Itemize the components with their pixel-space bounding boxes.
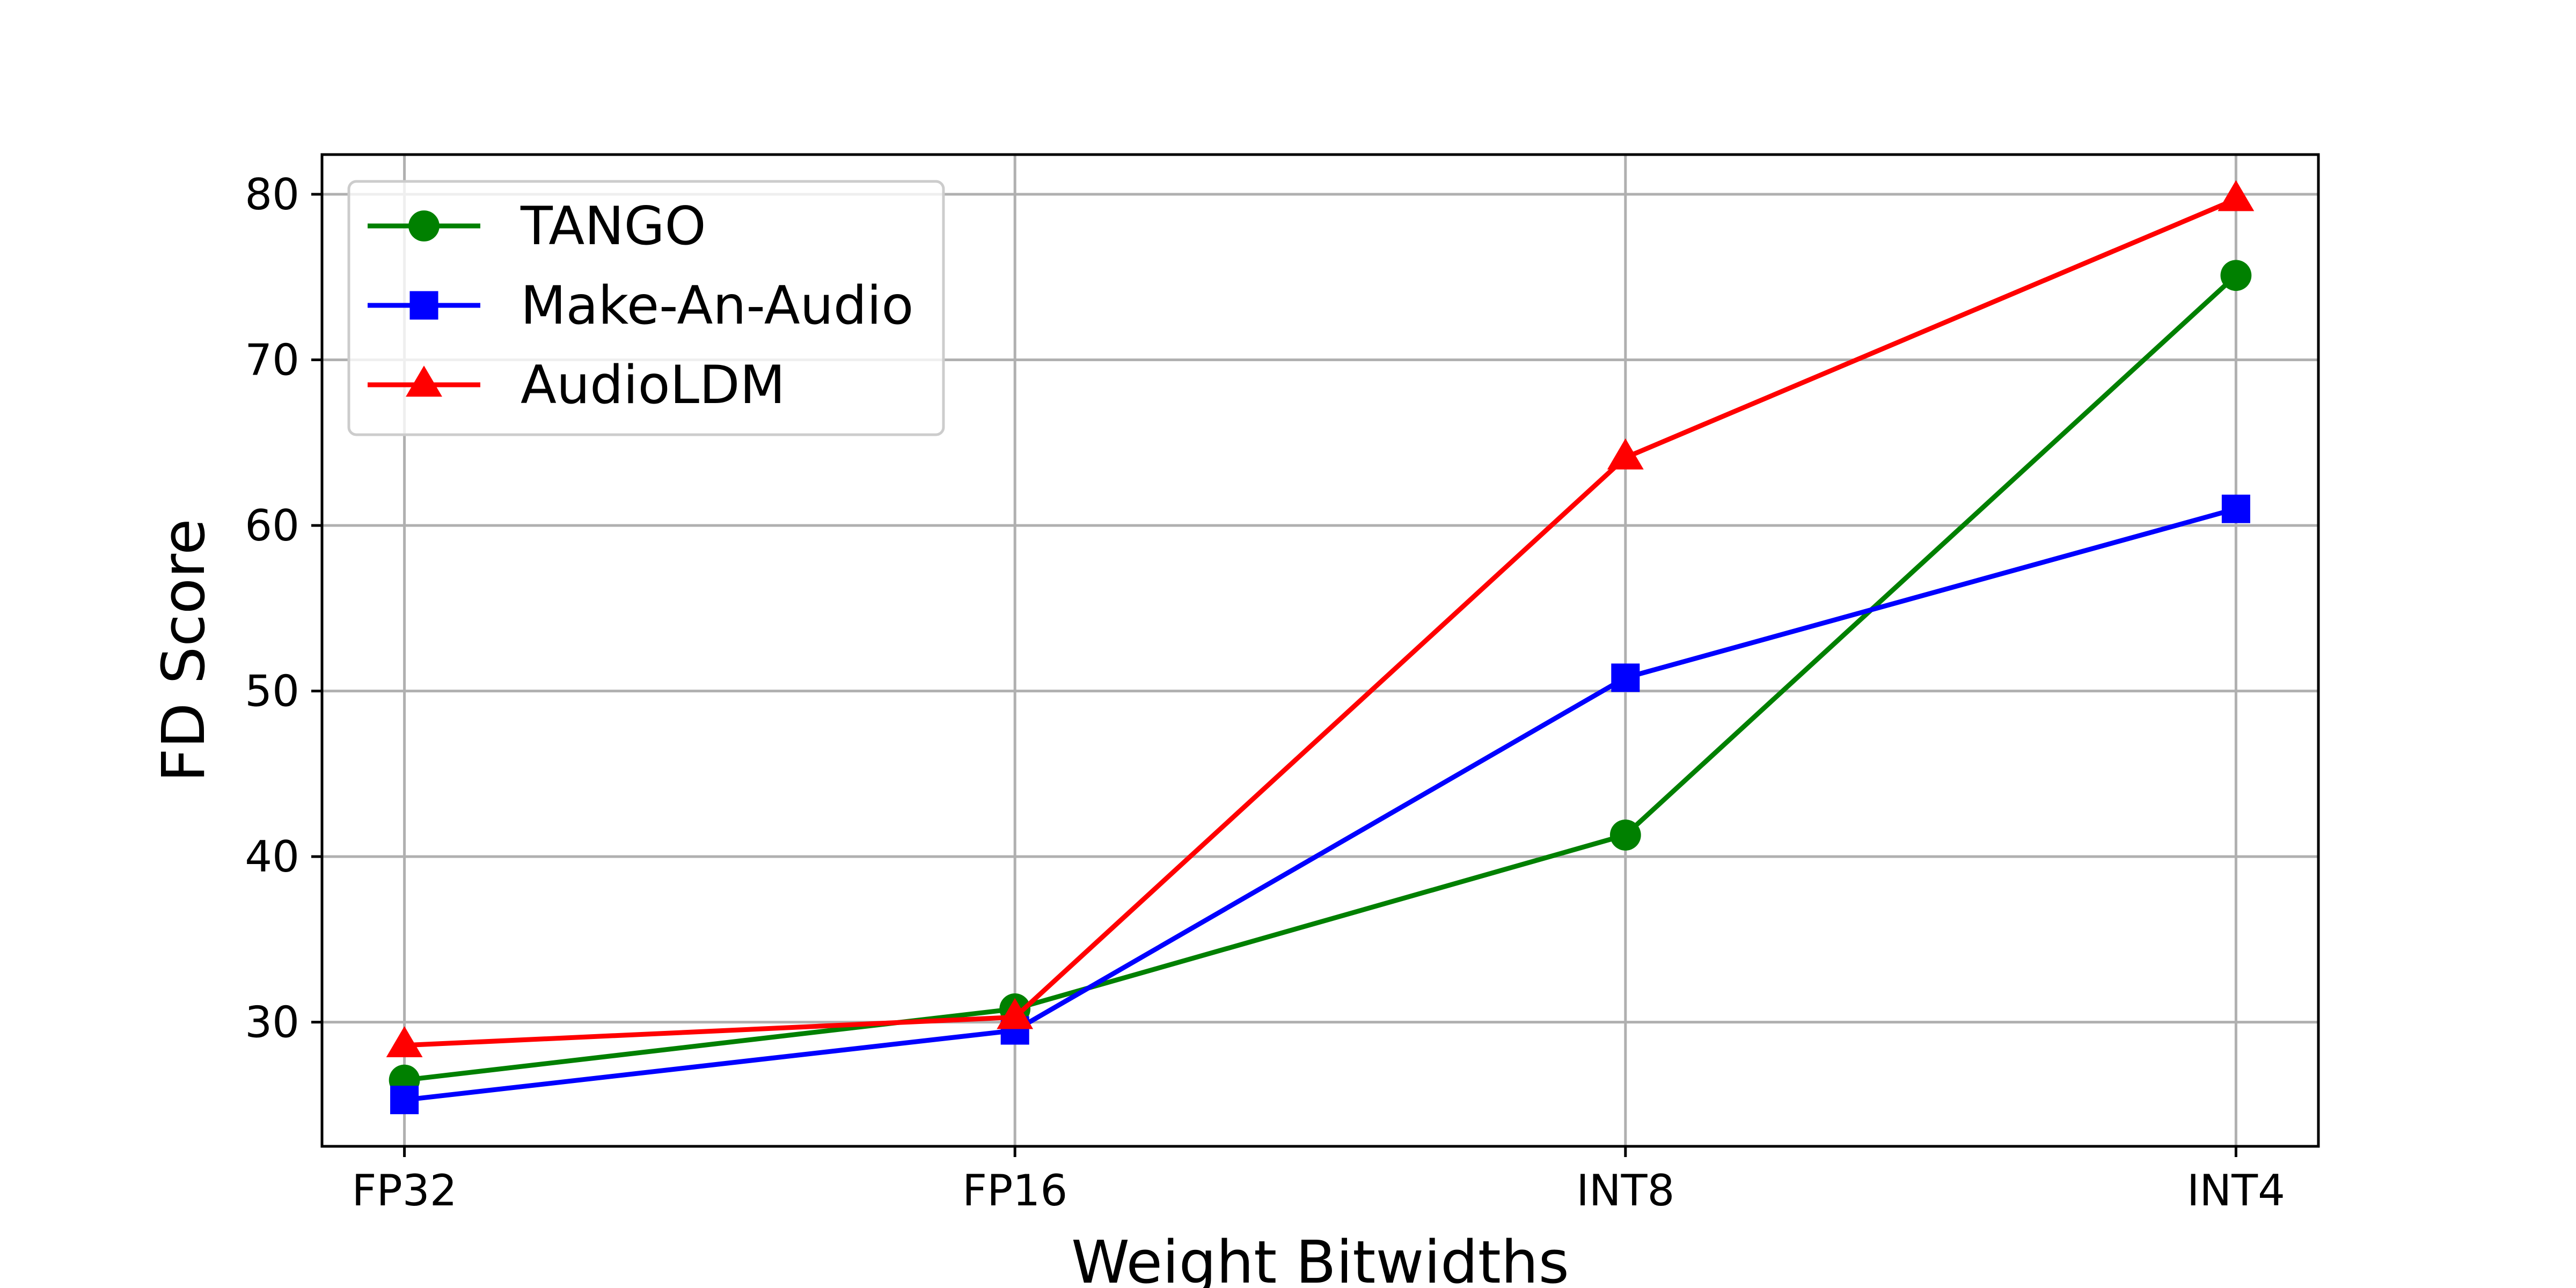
x-tick-label: FP32 (352, 1166, 457, 1216)
data-point (386, 1026, 423, 1057)
data-point (1611, 663, 1640, 692)
y-tick-label: 30 (245, 998, 299, 1048)
y-tick-label: 70 (245, 335, 299, 385)
legend-marker (409, 291, 438, 320)
legend-entry: Make-An-Audio (368, 275, 913, 336)
y-tick-label: 60 (245, 501, 299, 551)
series-line (404, 273, 2238, 1083)
x-axis-title: Weight Bitwidths (1071, 1228, 1569, 1288)
series-audioldm (386, 180, 2255, 1057)
data-point (1607, 438, 1644, 470)
legend-label: TANGO (520, 196, 706, 257)
y-tick-label: 50 (245, 667, 299, 716)
data-point (2221, 494, 2250, 523)
legend-entry: AudioLDM (368, 355, 785, 416)
series-line (404, 506, 2237, 1103)
legend-marker (408, 210, 440, 241)
legend-entry: TANGO (368, 196, 706, 257)
y-tick-label: 80 (245, 170, 299, 219)
series-layer (386, 180, 2255, 1115)
x-tick-label: INT8 (1576, 1166, 1674, 1216)
data-point (2218, 180, 2255, 211)
plot-frame (320, 153, 2320, 1148)
legend-marker (406, 365, 442, 397)
legend: TANGO Make-An-Audio AudioLDM (347, 180, 945, 436)
legend-label: Make-An-Audio (521, 275, 913, 336)
legend-box (347, 180, 945, 436)
data-point (997, 998, 1034, 1029)
tick-layer: FP32 FP16 INT8 INT4 30 40 50 60 70 80 (245, 170, 2285, 1216)
y-axis-title: FD Score (149, 518, 218, 782)
series-line (404, 197, 2237, 1048)
y-tick-label: 40 (245, 832, 299, 882)
data-point (2220, 260, 2252, 291)
legend-label: AudioLDM (521, 355, 785, 416)
data-point (390, 1086, 419, 1115)
x-tick-label: FP16 (962, 1166, 1067, 1216)
x-tick-label: INT4 (2187, 1166, 2285, 1216)
data-point (1609, 819, 1641, 851)
